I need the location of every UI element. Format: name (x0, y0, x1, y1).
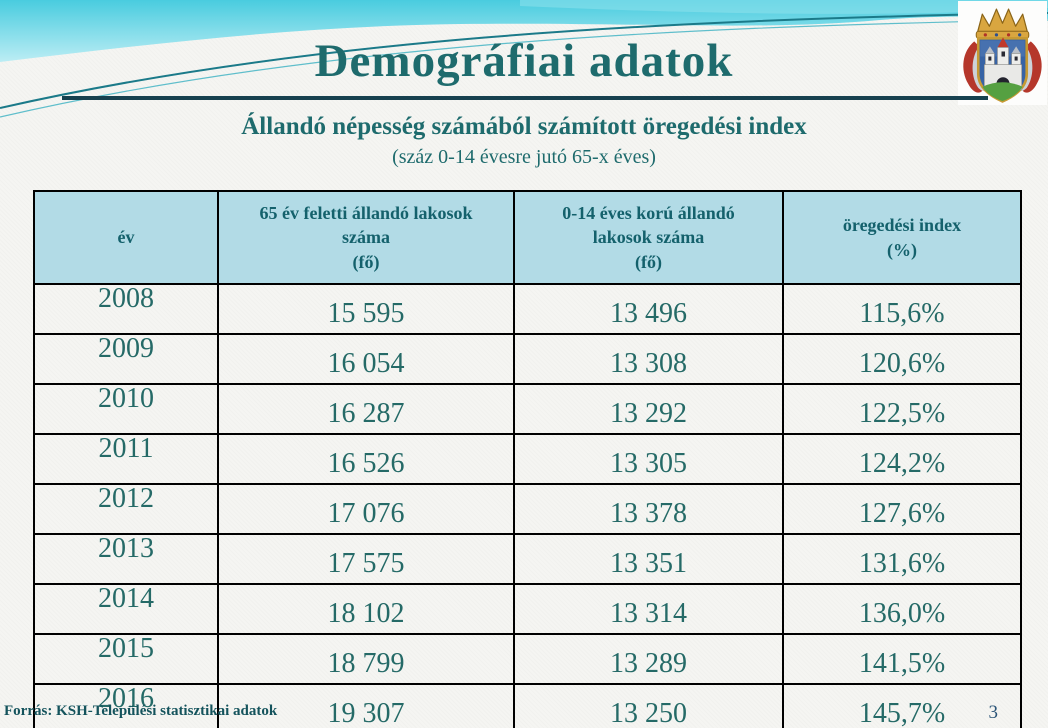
cell-over65: 19 307 (217, 683, 515, 728)
cell-age0-14: 13 378 (513, 483, 784, 535)
column-header-over65: 65 év feletti állandó lakosok száma (fő) (217, 190, 515, 285)
cell-age0-14: 13 496 (513, 283, 784, 335)
title-underline (62, 96, 988, 100)
cell-year: 2014 (33, 583, 219, 635)
column-header-index: öregedési index (%) (782, 190, 1022, 285)
table-row: 2011 16 526 13 305 124,2% (33, 433, 1022, 485)
data-table: év 65 év feletti állandó lakosok száma (… (33, 190, 1022, 728)
cell-age0-14: 13 351 (513, 533, 784, 585)
source-note: Forrás: KSH-Települési statisztikai adat… (4, 703, 278, 719)
cell-over65: 16 054 (217, 333, 515, 385)
cell-over65: 16 287 (217, 383, 515, 435)
cell-over65: 17 076 (217, 483, 515, 535)
cell-age0-14: 13 289 (513, 633, 784, 685)
slide-subtitle: Állandó népesség számából számított öreg… (241, 113, 807, 140)
cell-over65: 16 526 (217, 433, 515, 485)
cell-index: 127,6% (782, 483, 1022, 535)
cell-index: 115,6% (782, 283, 1022, 335)
cell-index: 122,5% (782, 383, 1022, 435)
cell-age0-14: 13 308 (513, 333, 784, 385)
cell-index: 136,0% (782, 583, 1022, 635)
cell-index: 124,2% (782, 433, 1022, 485)
cell-year: 2016 (33, 683, 219, 728)
table-row: 2010 16 287 13 292 122,5% (33, 383, 1022, 435)
cell-index: 141,5% (782, 633, 1022, 685)
table-row: 2012 17 076 13 378 127,6% (33, 483, 1022, 535)
table-row: 2009 16 054 13 308 120,6% (33, 333, 1022, 385)
cell-year: 2015 (33, 633, 219, 685)
cell-year: 2012 (33, 483, 219, 535)
cell-age0-14: 13 250 (513, 683, 784, 728)
cell-over65: 15 595 (217, 283, 515, 335)
cell-over65: 18 102 (217, 583, 515, 635)
cell-over65: 17 575 (217, 533, 515, 585)
table-row: 2014 18 102 13 314 136,0% (33, 583, 1022, 635)
table-row: 2016 19 307 13 250 145,7% (33, 683, 1022, 728)
table-row: 2008 15 595 13 496 115,6% (33, 283, 1022, 335)
column-header-year: év (33, 190, 219, 285)
cell-index: 131,6% (782, 533, 1022, 585)
wave-decoration (0, 0, 1048, 118)
cell-age0-14: 13 314 (513, 583, 784, 635)
cell-year: 2011 (33, 433, 219, 485)
page-title: Demográfiai adatok (314, 35, 734, 87)
table-row: 2015 18 799 13 289 141,5% (33, 633, 1022, 685)
cell-over65: 18 799 (217, 633, 515, 685)
subtitle-note: (száz 0-14 évesre jutó 65-x éves) (392, 146, 656, 168)
cell-year: 2009 (33, 333, 219, 385)
cell-age0-14: 13 292 (513, 383, 784, 435)
cell-year: 2013 (33, 533, 219, 585)
table-header-row: év 65 év feletti állandó lakosok száma (… (33, 190, 1022, 285)
page-number: 3 (988, 702, 999, 723)
column-header-age0-14: 0-14 éves korú állandó lakosok száma (fő… (513, 190, 784, 285)
cell-age0-14: 13 305 (513, 433, 784, 485)
cell-year: 2010 (33, 383, 219, 435)
cell-year: 2008 (33, 283, 219, 335)
coat-of-arms-image (958, 1, 1047, 105)
table-row: 2013 17 575 13 351 131,6% (33, 533, 1022, 585)
cell-index: 120,6% (782, 333, 1022, 385)
table-container: év 65 év feletti állandó lakosok száma (… (33, 190, 1022, 728)
cell-index: 145,7% (782, 683, 1022, 728)
